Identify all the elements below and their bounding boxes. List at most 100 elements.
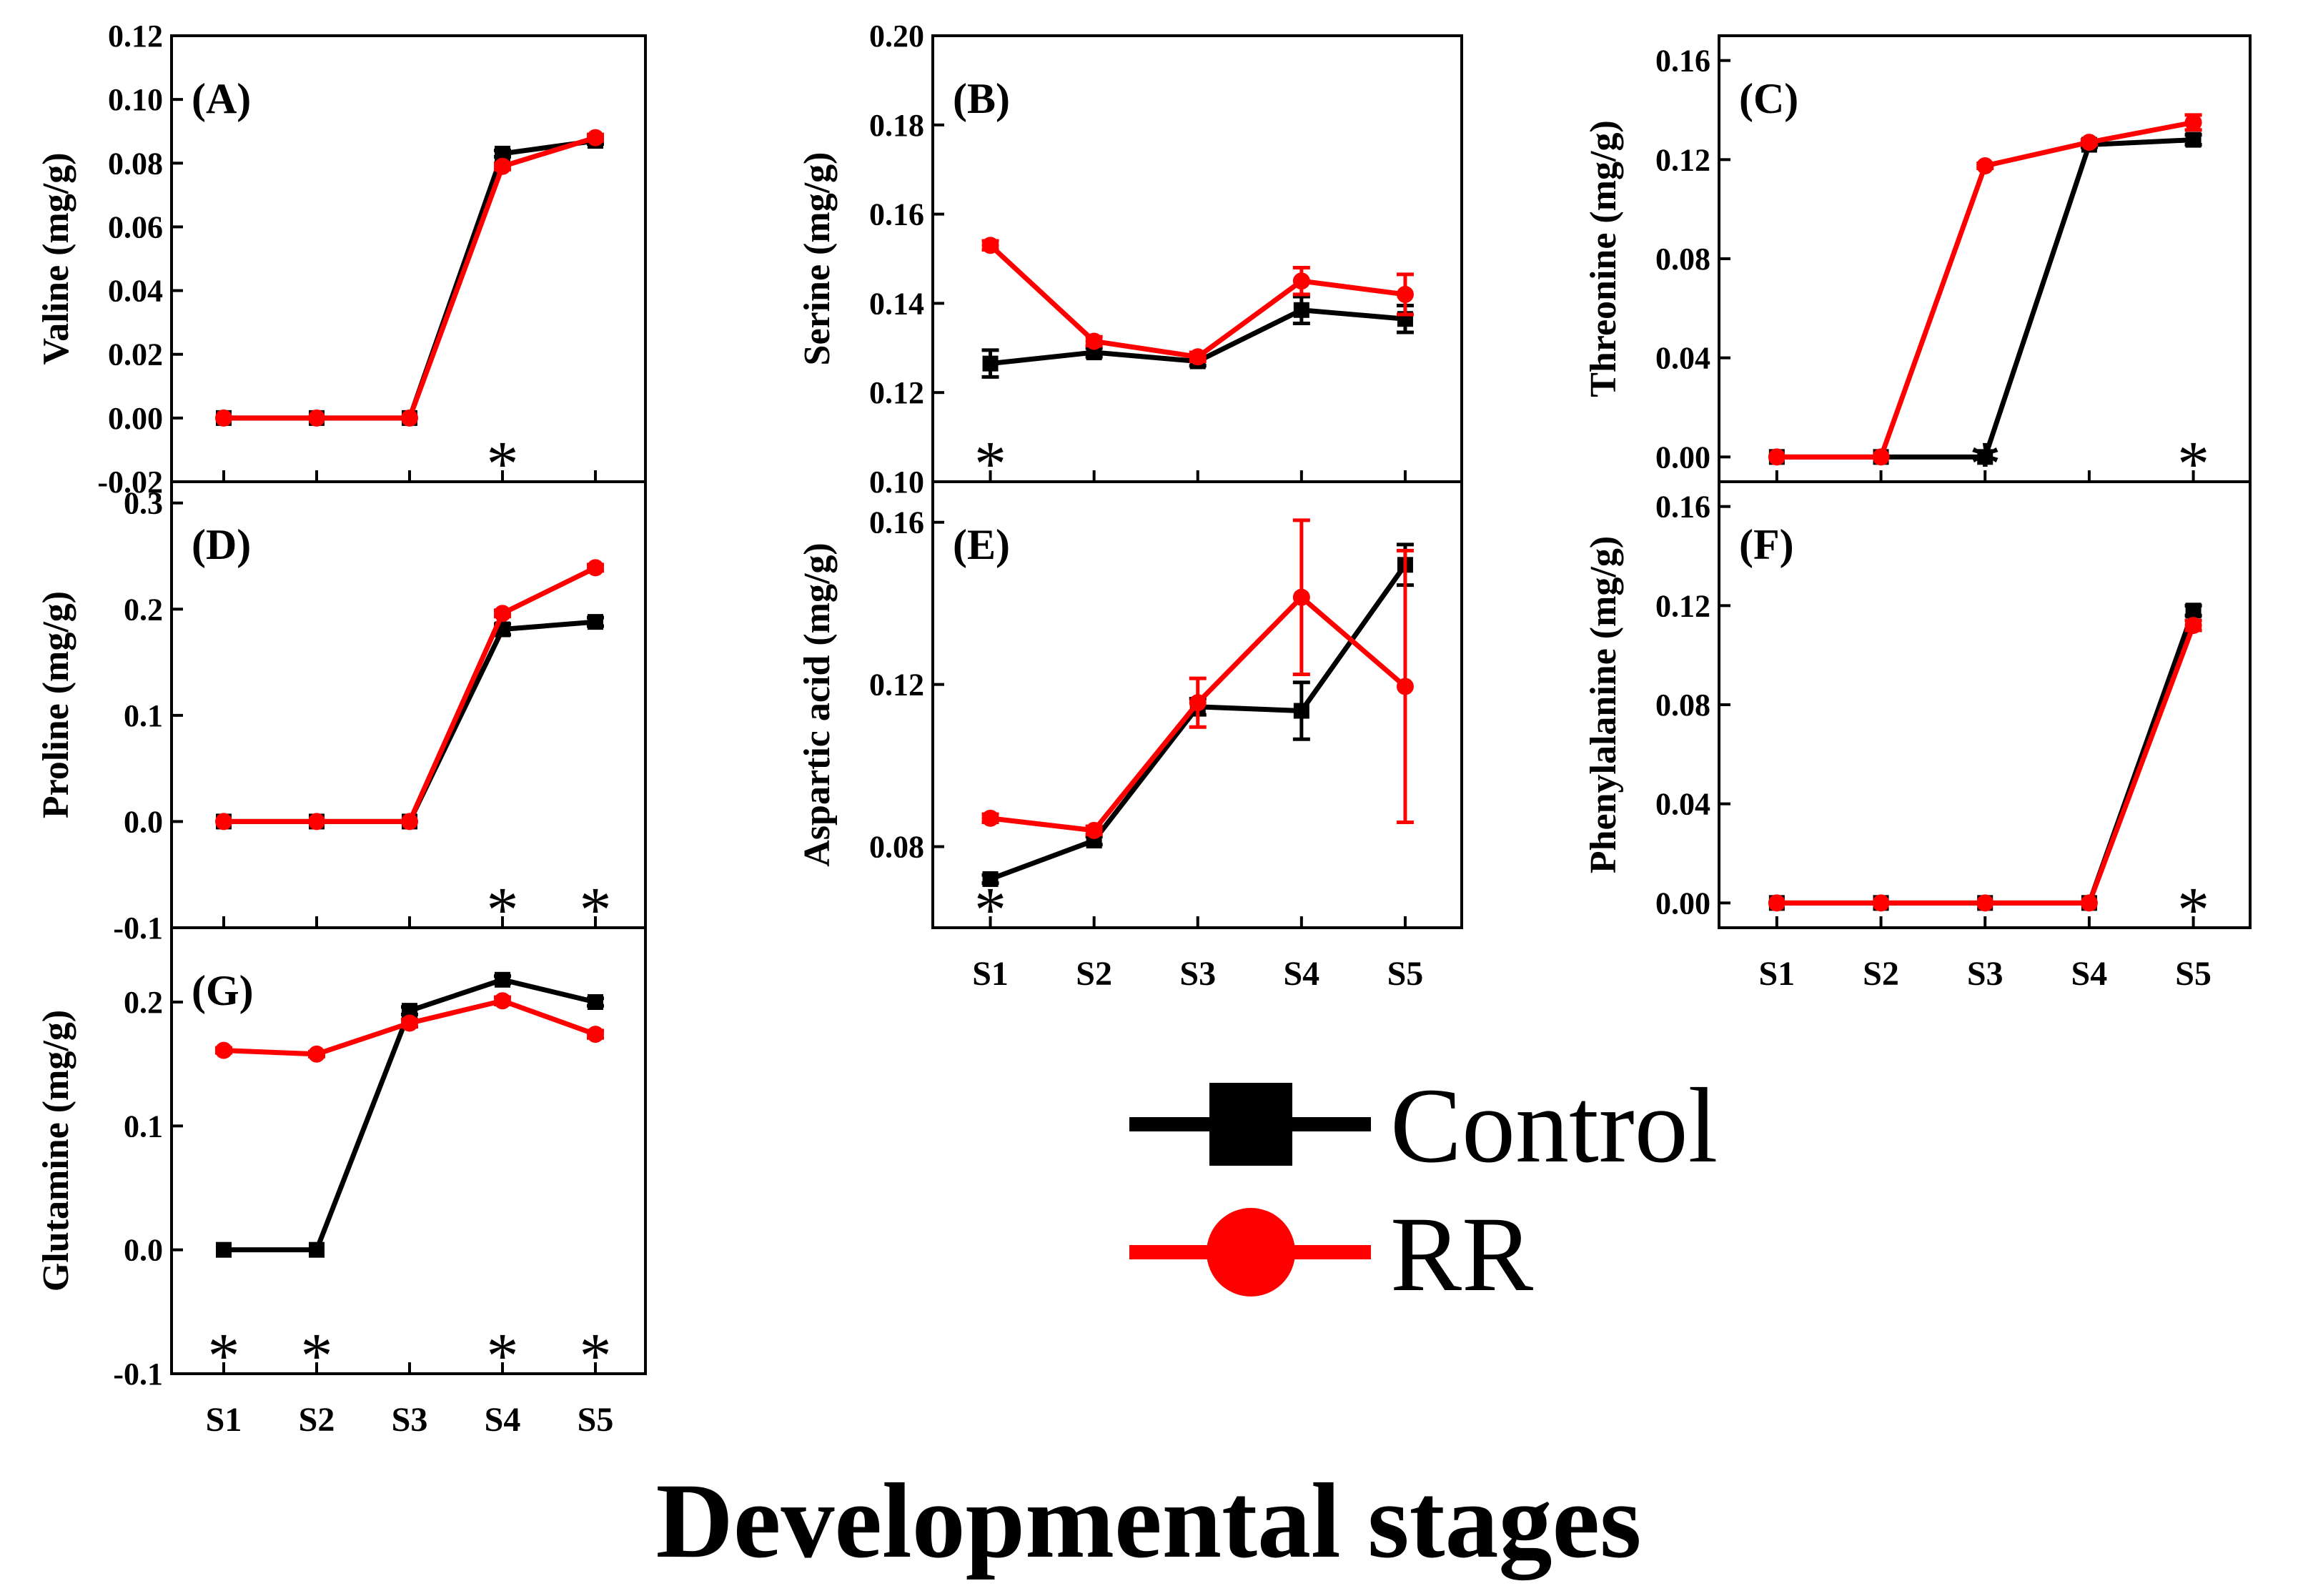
series-rr (215, 129, 604, 427)
data-point (309, 1241, 325, 1258)
data-point (495, 145, 510, 162)
x-tick-label: S5 (2175, 955, 2212, 993)
significance-star: * (2177, 429, 2209, 500)
legend-control-label: Control (1390, 1066, 1718, 1185)
data-point (495, 971, 510, 988)
y-tick-label: 0.00 (108, 401, 163, 436)
legend-control-marker (1209, 1083, 1292, 1166)
y-axis-label: Aspartic acid (mg/g) (797, 542, 838, 866)
data-point (1976, 894, 1994, 912)
x-axis-title: Developmental stages (656, 1462, 1642, 1580)
data-point (2184, 617, 2202, 635)
x-tick-label: S3 (392, 1401, 428, 1439)
data-point (1396, 285, 1414, 303)
data-point (215, 1041, 232, 1059)
data-point (1293, 302, 1309, 318)
data-point (1768, 894, 1786, 912)
data-point (1292, 588, 1310, 606)
data-point (1189, 348, 1207, 366)
significance-star: * (301, 1321, 333, 1392)
series-line (1776, 624, 2196, 906)
x-tick-label: S3 (1179, 955, 1216, 993)
data-point (981, 809, 999, 827)
series-line (1776, 137, 2194, 460)
y-tick-label: 0.00 (1655, 440, 1710, 475)
panel-letter: (G) (192, 967, 254, 1014)
panel-letter: (E) (953, 521, 1010, 568)
y-tick-label: 0.08 (1655, 242, 1710, 277)
legend-item-rr: RR (1129, 1195, 1533, 1314)
data-point (2185, 132, 2202, 148)
y-tick-label: 0.1 (124, 698, 163, 733)
y-tick-label: 0.0 (124, 1233, 163, 1268)
data-point (494, 157, 511, 175)
data-point (2080, 134, 2098, 152)
data-point (401, 813, 418, 831)
data-point (215, 813, 232, 831)
y-tick-label: 0.08 (1655, 688, 1710, 723)
significance-star: * (1969, 429, 2001, 500)
significance-star: * (487, 429, 519, 500)
data-point (1396, 678, 1414, 695)
x-tick-label: S3 (1967, 955, 2004, 993)
panel-letter: (D) (192, 521, 251, 568)
y-tick-label: 0.2 (124, 985, 163, 1020)
series-line (1776, 610, 2196, 906)
series-line (224, 138, 596, 421)
y-tick-label: 0.14 (869, 286, 924, 321)
y-axis-label: Threonine (mg/g) (1583, 120, 1624, 397)
significance-star: * (487, 875, 519, 946)
y-tick-label: 0.1 (124, 1109, 163, 1144)
y-tick-label: 0.18 (869, 108, 924, 143)
y-tick-label: 0.16 (869, 505, 924, 540)
y-axis-label: Proline (mg/g) (36, 591, 76, 818)
panel-letter: (B) (953, 75, 1010, 122)
data-point (308, 813, 325, 831)
y-tick-label: 0.04 (1655, 787, 1710, 822)
y-tick-label: 0.10 (108, 82, 163, 117)
data-point (308, 1045, 325, 1063)
y-tick-label: 0.0 (124, 804, 163, 839)
y-tick-label: 0.04 (108, 274, 163, 309)
data-point (216, 1241, 232, 1258)
data-point (2185, 603, 2202, 619)
series-control (1768, 603, 2202, 911)
legend-item-control: Control (1129, 1066, 1718, 1185)
y-tick-label: 0.3 (124, 486, 163, 521)
x-tick-label: S1 (972, 955, 1009, 993)
y-axis-label: Valine (mg/g) (36, 152, 76, 365)
x-tick-label: S1 (1758, 955, 1795, 993)
y-tick-label: 0.10 (869, 465, 924, 500)
x-tick-label: S4 (2071, 955, 2108, 993)
series-line (989, 243, 1406, 360)
series-rr (1768, 617, 2202, 912)
data-point (1293, 703, 1309, 719)
data-point (587, 1026, 604, 1044)
y-tick-label: 0.2 (124, 592, 163, 627)
data-point (587, 129, 604, 147)
data-point (982, 871, 999, 887)
y-axis-label: Phenylalanine (mg/g) (1583, 536, 1624, 873)
y-tick-label: 0.20 (869, 19, 924, 54)
series-line (224, 565, 597, 824)
y-tick-label: 0.12 (1655, 588, 1710, 623)
legend-rr-marker (1207, 1208, 1295, 1297)
y-tick-label: -0.1 (113, 911, 163, 946)
x-tick-label: S2 (1076, 955, 1112, 993)
panel-e: 0.08 0.12 0.16 S1 S2 S3 S4 S5 Aspartic acid (mg/… (797, 480, 1463, 993)
data-point (1085, 821, 1103, 839)
data-point (401, 1014, 418, 1032)
data-point (494, 605, 511, 623)
y-tick-label: 0.00 (1655, 886, 1710, 921)
series-rr (981, 518, 1414, 839)
data-point (2184, 114, 2202, 132)
y-tick-label: 0.12 (869, 668, 924, 703)
significance-star: * (974, 875, 1006, 946)
y-tick-label: 0.08 (869, 830, 924, 865)
x-tick-label: S5 (1387, 955, 1424, 993)
data-point (1768, 448, 1786, 466)
panel-g: -0.1 0.0 0.1 0.2 S1 S2 S3 S4 S5 Glutamine (mg/g) (… (36, 926, 647, 1439)
data-point (1085, 332, 1103, 350)
legend: Control RR (1129, 1066, 1718, 1314)
